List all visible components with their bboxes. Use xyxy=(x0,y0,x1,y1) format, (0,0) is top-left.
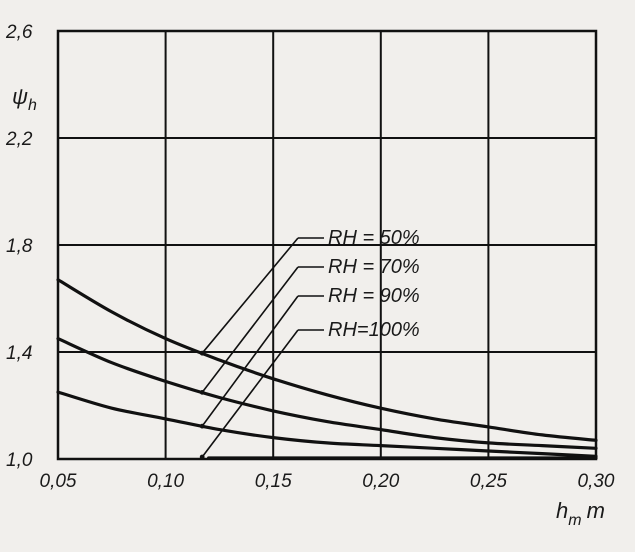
annotation-leader xyxy=(201,237,299,354)
y-tick-label: 1,8 xyxy=(6,236,33,257)
x-tick-label: 0,25 xyxy=(470,471,507,492)
annotation-point xyxy=(199,454,205,460)
annotation-point xyxy=(199,423,205,429)
x-axis-title-sub: m xyxy=(568,512,581,529)
x-tick-label: 0,20 xyxy=(362,471,399,492)
series-line xyxy=(56,337,598,450)
y-axis-title-sub: h xyxy=(28,97,37,114)
series-label: RH = 50% xyxy=(328,227,420,249)
series-line xyxy=(56,390,598,458)
y-tick-label: 2,6 xyxy=(5,22,33,43)
annotation-leader xyxy=(201,329,299,458)
y-axis-title-main: ψ xyxy=(12,84,28,109)
series-line xyxy=(56,278,598,442)
annotation-point xyxy=(199,350,205,356)
series-label: RH=100% xyxy=(328,319,420,341)
x-axis-title-main: h xyxy=(556,498,568,523)
y-tick-label: 1,4 xyxy=(6,343,32,364)
annotation-leader xyxy=(201,295,299,427)
y-axis-title: ψh xyxy=(12,84,37,114)
x-axis-title-unit: m xyxy=(587,498,605,523)
x-tick-label: 0,15 xyxy=(255,471,292,492)
x-axis-title: hm m xyxy=(556,498,605,529)
curve-layer xyxy=(56,278,598,460)
annotation-leader xyxy=(201,266,299,393)
series-label: RH = 70% xyxy=(328,256,420,278)
tick-label-layer: 0,05 0,10 0,15 0,20 0,25 0,30 1,0 1,4 1,8 2,2 2,6 xyxy=(5,22,615,492)
grid-layer xyxy=(56,29,598,461)
annotation-point xyxy=(199,389,205,395)
y-tick-label: 1,0 xyxy=(6,450,33,471)
y-tick-label: 2,2 xyxy=(5,129,33,150)
x-tick-label: 0,05 xyxy=(40,471,77,492)
x-tick-label: 0,10 xyxy=(147,471,184,492)
series-label: RH = 90% xyxy=(328,285,420,307)
x-tick-label: 0,30 xyxy=(578,471,615,492)
legend-layer: RH = 50% RH = 70% RH = 90% RH=100% xyxy=(328,227,420,341)
leader-layer xyxy=(199,237,324,460)
